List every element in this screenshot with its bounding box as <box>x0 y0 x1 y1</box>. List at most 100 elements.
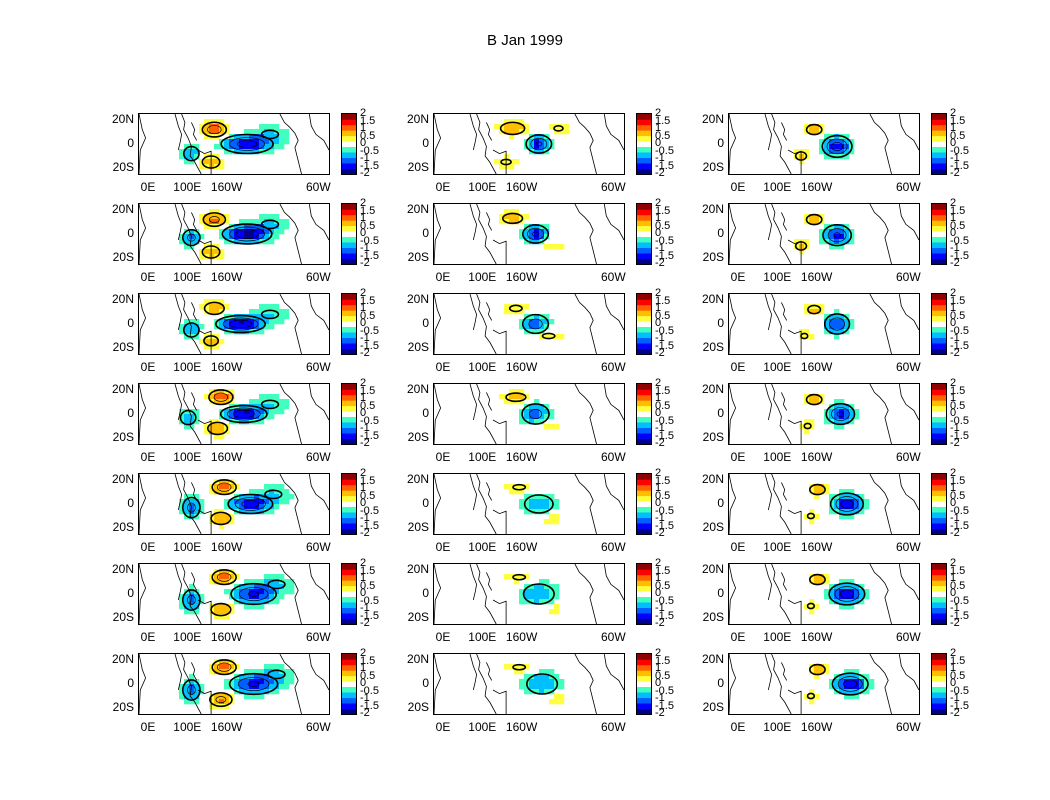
coastline <box>781 302 788 321</box>
colorbar-tick-label: 2 <box>950 557 957 569</box>
contour-line <box>803 422 812 430</box>
contour-line <box>267 669 286 680</box>
field-cell <box>524 599 530 605</box>
field-cell <box>504 214 510 220</box>
colorbar-swatch <box>342 141 356 148</box>
x-tick-label: 100E <box>468 630 497 644</box>
field-cell <box>204 219 210 225</box>
field-cell <box>279 139 285 145</box>
anomaly-field <box>139 564 329 624</box>
field-cell <box>804 309 810 315</box>
colorbar-tick-label: -1.5 <box>655 609 674 622</box>
contour-line <box>203 301 225 316</box>
field-cell <box>534 239 540 245</box>
field-cell <box>844 514 850 520</box>
field-cell <box>254 224 260 230</box>
field-cell <box>249 219 255 225</box>
field-cell <box>189 509 195 515</box>
field-cell <box>214 514 220 520</box>
x-tick-label: 60W <box>896 270 921 284</box>
field-cell <box>189 584 195 590</box>
field-cell <box>809 699 815 705</box>
field-cell <box>224 704 230 710</box>
field-cell <box>224 684 230 690</box>
colorbar-tick-label: 1 <box>655 392 662 404</box>
field-cell <box>839 404 845 410</box>
field-cell <box>849 319 855 325</box>
contour-line <box>215 314 267 334</box>
field-cell <box>244 604 250 610</box>
colorbar-swatch <box>342 569 356 576</box>
field-cell <box>859 584 865 590</box>
colorbar-swatch <box>342 332 356 338</box>
coastline <box>898 564 919 601</box>
colorbar-swatch <box>342 124 356 131</box>
field-cell <box>229 684 235 690</box>
field-cell <box>194 694 200 700</box>
coastline <box>764 384 773 421</box>
field-cell <box>849 584 855 590</box>
field-cell <box>264 309 270 315</box>
field-cell <box>834 684 840 690</box>
field-cell <box>824 664 830 670</box>
field-cell <box>839 399 845 405</box>
field-cell <box>254 219 260 225</box>
field-cell <box>814 309 820 315</box>
colorbar-tick-label: 2 <box>950 467 957 479</box>
field-cell <box>814 574 820 580</box>
panel-r1c1: 20N 0 20S 0E 100E 160W 60W 2 1.5 1 0.5 0 -0.5 -1 -1.5-… <box>112 108 438 194</box>
field-cell <box>819 579 825 585</box>
field-cell <box>269 494 275 500</box>
field-cell <box>509 389 515 395</box>
field-cell <box>839 674 845 680</box>
colorbar-tick-label: -1 <box>950 692 960 704</box>
field-cell <box>214 159 220 165</box>
field-cell <box>824 484 830 490</box>
anomaly-map <box>728 563 920 625</box>
field-cell <box>869 679 875 685</box>
field-cell <box>209 699 215 705</box>
colorbar-tick-label: 1 <box>360 482 367 494</box>
anomaly-map <box>433 653 625 715</box>
coastline <box>279 474 302 534</box>
field-cell <box>279 314 285 320</box>
field-cell <box>244 234 250 240</box>
field-cell <box>824 489 830 495</box>
field-cell <box>184 154 190 160</box>
field-cell <box>554 674 560 680</box>
field-cell <box>254 694 260 700</box>
contour-line <box>505 392 527 403</box>
field-cell <box>234 224 240 230</box>
field-cell <box>509 129 515 135</box>
field-cell <box>209 249 215 255</box>
field-cell <box>519 389 525 395</box>
colorbar-swatch <box>637 220 651 227</box>
field-cell <box>514 664 520 670</box>
field-cell <box>184 419 190 425</box>
field-cell <box>194 609 200 615</box>
colorbar-swatch <box>637 157 651 164</box>
field-cell <box>559 699 565 705</box>
colorbar-swatch <box>932 400 946 407</box>
field-cell <box>244 579 250 585</box>
field-cell <box>209 254 215 260</box>
field-cell <box>529 329 535 335</box>
field-cell <box>504 209 510 215</box>
coastline <box>197 239 212 264</box>
colorbar-swatch <box>932 659 946 666</box>
field-cell <box>519 229 525 235</box>
field-cell <box>534 324 540 330</box>
coastline <box>197 599 212 624</box>
colorbar-swatch <box>637 517 651 524</box>
field-cell <box>244 314 250 320</box>
field-cell <box>189 494 195 500</box>
field-cell <box>849 589 855 595</box>
colorbar <box>341 563 357 625</box>
field-cell <box>844 594 850 600</box>
coastline <box>764 114 773 151</box>
coastline <box>764 474 773 511</box>
contour-line <box>241 500 260 508</box>
colorbar-swatch <box>932 664 946 671</box>
colorbar-swatch <box>637 321 651 328</box>
field-cell <box>274 394 280 400</box>
